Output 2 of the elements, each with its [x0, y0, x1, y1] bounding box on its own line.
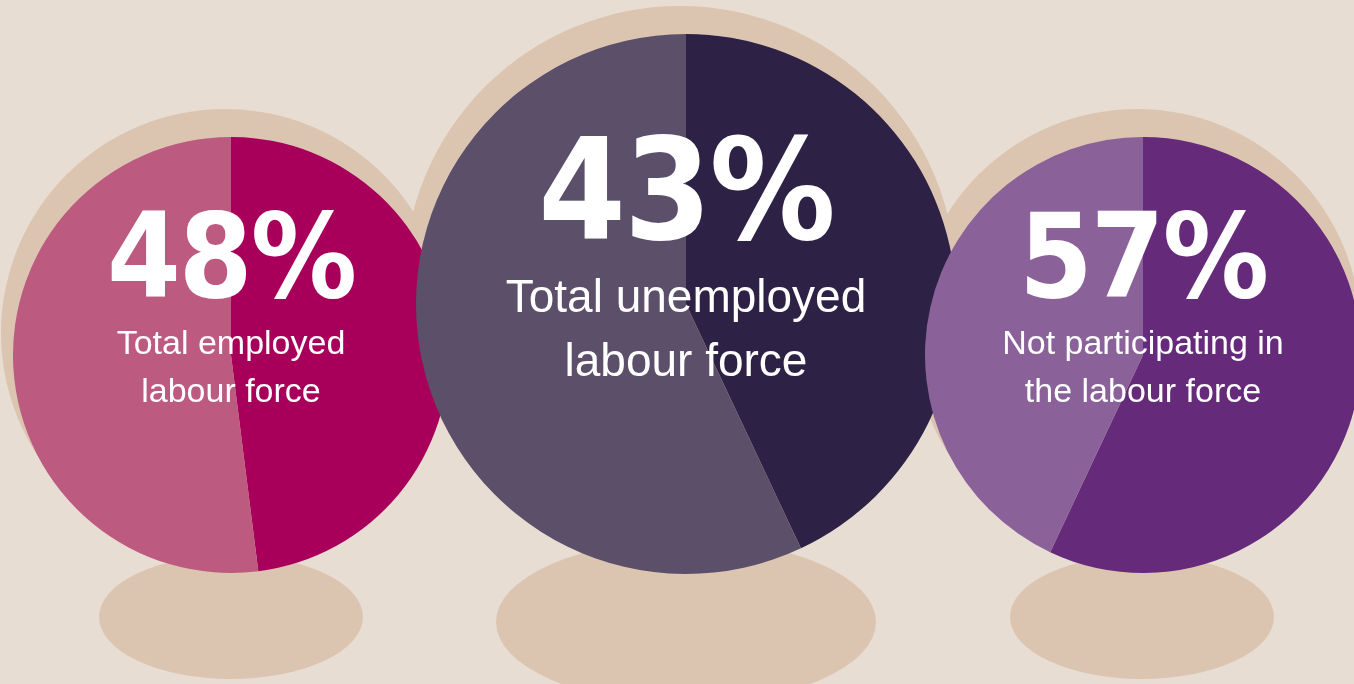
text: Total unemployed labour force	[504, 269, 868, 389]
data-label: 43%	[538, 109, 834, 272]
